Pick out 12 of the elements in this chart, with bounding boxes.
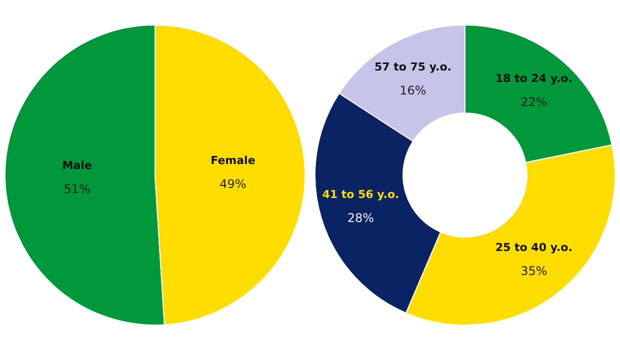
slice-label: 41 to 56 y.o. bbox=[322, 188, 400, 202]
slice-label: Male bbox=[62, 158, 92, 172]
slice-label: 18 to 24 y.o. bbox=[495, 72, 572, 86]
data-label: 16% bbox=[400, 84, 426, 98]
data-label: 51% bbox=[64, 182, 90, 196]
slice-label: Female bbox=[210, 154, 256, 168]
slice-label: 25 to 40 y.o. bbox=[495, 240, 572, 254]
slice-label: 57 to 75 y.o. bbox=[374, 60, 452, 74]
data-label: 22% bbox=[520, 95, 548, 110]
data-label: 49% bbox=[220, 177, 246, 192]
data-label: 28% bbox=[347, 211, 374, 226]
data-label: 35% bbox=[520, 264, 548, 278]
